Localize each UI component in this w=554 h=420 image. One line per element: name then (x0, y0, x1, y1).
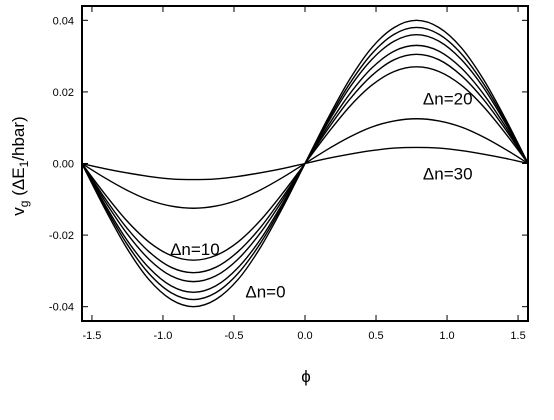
tick-layer: -1.5 -1.0 -0.5 0.0 0.5 1.0 1.5 -0.04 -0.02 0.00 0.… (49, 6, 528, 342)
x-tick-label: -1.5 (82, 330, 101, 342)
x-tick-label: 1.0 (439, 330, 454, 342)
x-tick-label: 0.5 (368, 330, 383, 342)
x-tick-label: -0.5 (224, 330, 243, 342)
y-axis-label-sub: g (17, 201, 31, 208)
y-axis-label-sub2: 1 (17, 160, 31, 167)
y-axis-label-close: /hbar) (9, 116, 28, 160)
x-axis-label: ϕ (301, 367, 311, 386)
y-tick-label: 0.04 (53, 15, 74, 27)
y-axis-label-open: (ΔE (9, 167, 28, 200)
y-axis-label-base: v (9, 207, 28, 216)
y-tick-label: 0.02 (53, 87, 74, 99)
y-axis-label: vg (ΔE1/hbar) (9, 116, 31, 215)
x-tick-label: 0.0 (297, 330, 312, 342)
curve-annotation: Δn=0 (245, 283, 285, 302)
x-tick-label: -1.0 (153, 330, 172, 342)
curve-annotation: Δn=30 (423, 165, 473, 184)
y-tick-label: -0.02 (49, 230, 74, 242)
series-line-7 (81, 146, 529, 181)
annotation-layer: Δn=0 Δn=10 Δn=20 Δn=30 (170, 89, 472, 301)
curve-annotation: Δn=20 (423, 89, 473, 108)
series-layer (81, 19, 529, 308)
y-tick-label: -0.04 (49, 302, 74, 314)
curve-annotation: Δn=10 (170, 240, 220, 259)
y-tick-label: 0.00 (53, 159, 74, 171)
x-tick-label: 1.5 (510, 330, 525, 342)
